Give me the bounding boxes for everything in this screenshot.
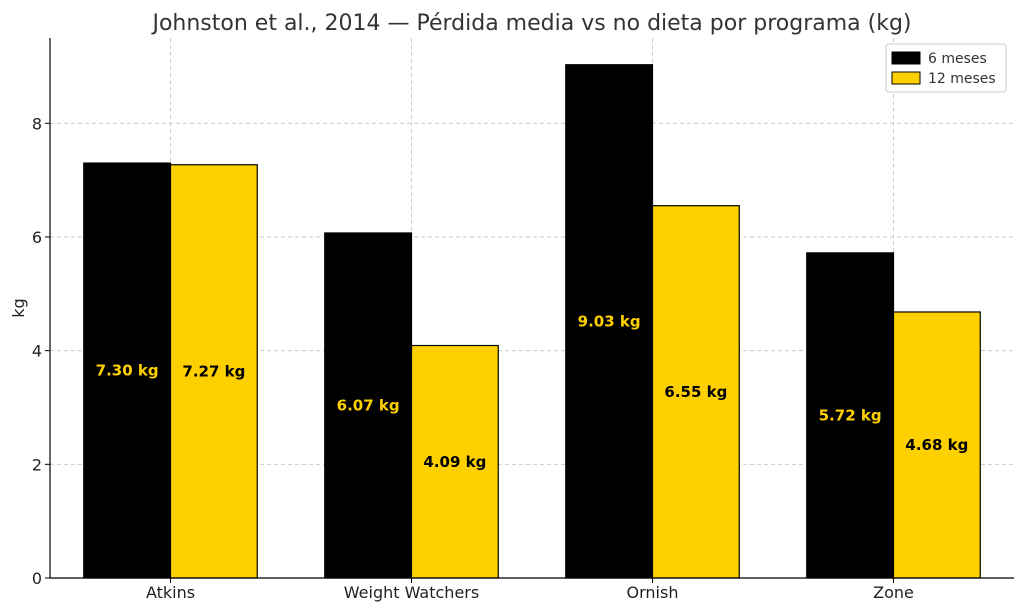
- legend-swatch: [891, 51, 921, 65]
- bar-value-label: 5.72 kg: [819, 406, 882, 424]
- bars: [83, 64, 981, 579]
- bar-weight-watchers-s0: [324, 232, 413, 579]
- y-tick-label: 6: [32, 228, 42, 247]
- y-tick-label: 2: [32, 455, 42, 474]
- bar-ornish-s1: [651, 205, 740, 579]
- bar-zone-s0: [806, 252, 895, 579]
- y-axis-label: kg: [9, 298, 28, 317]
- legend-entry: 6 meses: [928, 51, 987, 67]
- bar-value-label: 6.07 kg: [337, 396, 400, 414]
- bar-value-label: 4.09 kg: [423, 453, 486, 471]
- x-ticks: Atkins Weight Watchers Ornish Zone: [146, 578, 914, 602]
- bar-labels: 7.30 kg 7.27 kg 6.07 kg 4.09 kg 9.03 kg 6.55 …: [96, 312, 969, 470]
- y-tick-label: 0: [32, 569, 42, 588]
- legend-entry: 12 meses: [928, 71, 996, 87]
- y-tick-label: 8: [32, 114, 42, 133]
- legend: 6 meses 12 meses: [885, 43, 1007, 93]
- x-tick-label: Ornish: [627, 583, 679, 602]
- bar-value-label: 9.03 kg: [578, 312, 641, 330]
- x-tick-label: Zone: [873, 583, 914, 602]
- bar-atkins-s0: [83, 162, 172, 579]
- bar-ornish-s0: [565, 64, 654, 579]
- legend-swatch: [891, 71, 921, 85]
- bar-zone-s1: [892, 311, 981, 579]
- axes: [49, 38, 1014, 579]
- bar-value-label: 7.27 kg: [182, 362, 245, 380]
- bar-value-label: 6.55 kg: [664, 383, 727, 401]
- y-ticks: 0 2 4 6 8: [32, 114, 50, 588]
- bar-value-label: 7.30 kg: [96, 362, 159, 380]
- bar-weight-watchers-s1: [410, 344, 499, 579]
- bar-value-label: 4.68 kg: [905, 436, 968, 454]
- y-tick-label: 4: [32, 342, 42, 361]
- chart-title: Johnston et al., 2014 — Pérdida media vs…: [150, 11, 911, 36]
- x-tick-label: Atkins: [146, 583, 195, 602]
- x-tick-label: Weight Watchers: [344, 583, 479, 602]
